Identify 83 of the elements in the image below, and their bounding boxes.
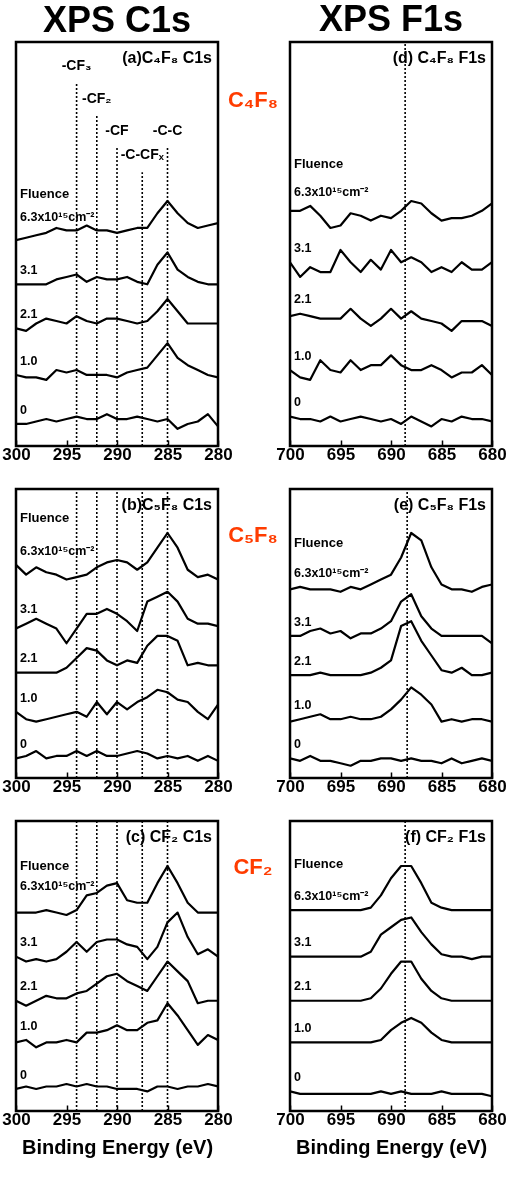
series-label: 0 <box>20 737 27 752</box>
x-tick-label: 280 <box>204 1109 233 1129</box>
ref-line-label: -C-CFₓ <box>120 146 165 163</box>
series-label: 1.0 <box>294 697 312 712</box>
series-label: 1.0 <box>294 1021 312 1036</box>
series-label: 6.3x10¹⁵cm⁻² <box>294 184 369 199</box>
series-label: 6.3x10¹⁵cm⁻² <box>294 888 369 903</box>
series-label: 2.1 <box>294 292 312 307</box>
x-tick-label: 300 <box>2 776 31 796</box>
ref-line-label: -CF₃ <box>61 57 92 74</box>
x-tick-label: 685 <box>427 776 457 796</box>
series-label: 0 <box>294 737 301 752</box>
x-tick-label: 695 <box>326 1109 356 1129</box>
series-label: 3.1 <box>20 602 38 617</box>
chart-title: XPS F1s <box>318 0 464 40</box>
x-tick-label: 295 <box>52 776 82 796</box>
x-tick-label: 295 <box>52 1109 82 1129</box>
x-tick-label: 295 <box>52 444 82 464</box>
chart-title: XPS C1s <box>42 0 192 40</box>
series-label: 6.3x10¹⁵cm⁻² <box>20 543 95 558</box>
series-label: 2.1 <box>20 979 38 994</box>
x-tick-label: 680 <box>478 444 507 464</box>
text: CF₂ <box>233 853 273 879</box>
x-tick-label: 700 <box>276 444 305 464</box>
text: (d) C₄F₈ F1s <box>392 49 487 66</box>
series-label: 0 <box>294 395 301 410</box>
x-tick-label: 695 <box>326 444 356 464</box>
x-tick-label: 690 <box>377 444 406 464</box>
series-label: 6.3x10¹⁵cm⁻² <box>20 879 95 894</box>
series-label: 0 <box>20 402 27 417</box>
x-tick-label: 290 <box>103 444 132 464</box>
annotation: Fluence <box>20 858 70 873</box>
series-label: 6.3x10¹⁵cm⁻² <box>20 209 95 224</box>
x-tick-label: 290 <box>103 1109 132 1129</box>
x-tick-label: 290 <box>103 776 132 796</box>
text: Fluence <box>20 185 70 201</box>
annotation: Fluence <box>294 855 344 871</box>
text: C₅F₈ <box>228 521 278 547</box>
ref-line-label: -CF₂ <box>82 89 112 106</box>
series-label: 1.0 <box>294 348 312 363</box>
series-label: 0 <box>294 1070 301 1085</box>
series-label: 0 <box>20 1067 27 1082</box>
text: (b)C₅F₈ C1s <box>121 496 213 513</box>
x-tick-label: 700 <box>276 1109 305 1129</box>
series-label: 2.1 <box>20 651 38 666</box>
text: C₄F₈ <box>227 87 279 113</box>
series-label: 6.3x10¹⁵cm⁻² <box>294 565 369 580</box>
text: Fluence <box>20 510 70 526</box>
series-label: 3.1 <box>294 240 312 255</box>
series-label: 2.1 <box>294 979 312 994</box>
x-tick-label: 285 <box>153 776 183 796</box>
series-label: 3.1 <box>20 262 38 277</box>
x-tick-label: 285 <box>153 444 183 464</box>
text: Fluence <box>294 156 344 172</box>
x-axis-title: Binding Energy (eV) <box>21 1135 214 1158</box>
x-tick-label: 280 <box>204 444 233 464</box>
series-label: 3.1 <box>294 935 312 950</box>
x-tick-label: 700 <box>276 776 305 796</box>
x-tick-label: 695 <box>326 776 356 796</box>
series-label: 2.1 <box>294 653 312 668</box>
series-label: 1.0 <box>20 1018 38 1033</box>
ref-line-label: -CF <box>105 121 130 138</box>
x-tick-label: 300 <box>2 444 31 464</box>
ref-line-label: -C-C <box>152 121 183 138</box>
series-label: 1.0 <box>20 353 38 368</box>
x-tick-label: 685 <box>427 1109 457 1129</box>
x-tick-label: 680 <box>478 1109 507 1129</box>
x-tick-label: 685 <box>427 444 457 464</box>
text: (a)C₄F₈ C1s <box>122 49 213 66</box>
series-label: 1.0 <box>20 690 38 705</box>
x-tick-label: 285 <box>153 1109 183 1129</box>
text: (f) CF₂ F1s <box>405 828 487 845</box>
series-label: 3.1 <box>294 614 312 629</box>
x-tick-label: 690 <box>377 776 406 796</box>
x-tick-label: 680 <box>478 776 507 796</box>
series-label: 3.1 <box>20 935 38 950</box>
x-axis-title: Binding Energy (eV) <box>295 1135 488 1158</box>
text: (e) C₅F₈ F1s <box>393 496 487 513</box>
annotation: Fluence <box>294 534 344 550</box>
x-tick-label: 280 <box>204 776 233 796</box>
series-label: 2.1 <box>20 307 38 322</box>
x-tick-label: 690 <box>377 1109 406 1129</box>
x-tick-label: 300 <box>2 1109 31 1129</box>
